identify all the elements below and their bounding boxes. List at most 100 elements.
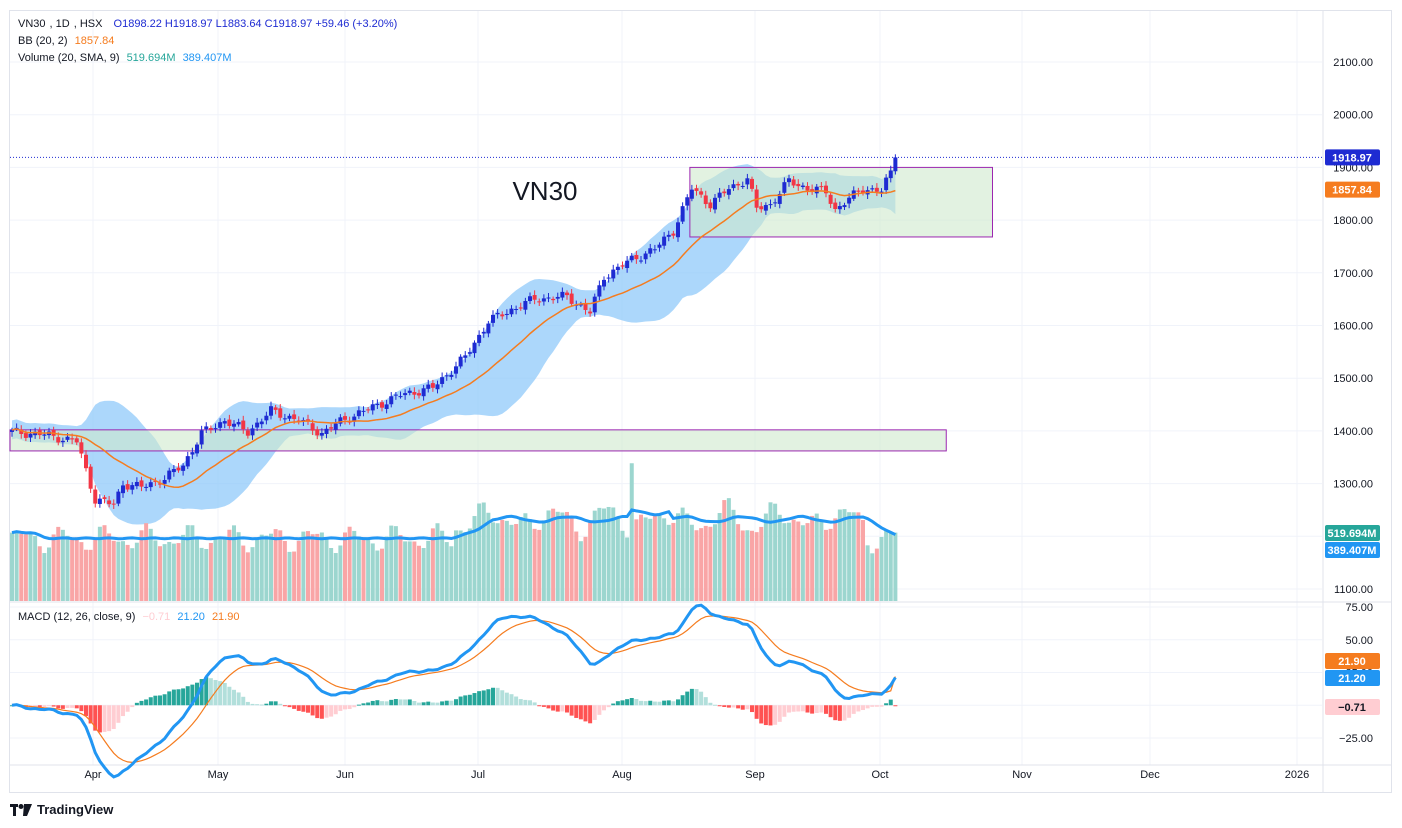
macd-histogram-bar [278,703,283,706]
volume-bar [278,530,283,601]
volume-legend[interactable]: Volume (20, SMA, 9) 519.694M 389.407M [18,51,236,66]
candle-body [805,185,810,191]
macd-axis-tick: 75.00 [1345,602,1373,614]
volume-bar [356,536,361,601]
macd-legend[interactable]: MACD (12, 26, close, 9) −0.71 21.20 21.9… [18,610,243,625]
candle-body [269,406,273,416]
candle-body [606,277,611,279]
chart-frame[interactable] [9,10,1392,793]
volume-bar [500,519,505,601]
bb-legend[interactable]: BB (20, 2) 1857.84 [18,34,118,49]
volume-bar [837,509,842,601]
volume-bar [851,512,856,601]
volume-bar [458,530,463,601]
candle-body [227,419,232,427]
macd-histogram-bar [107,705,112,732]
volume-bar [162,544,167,601]
volume-bar [190,525,195,601]
macd-histogram-bar [148,697,153,706]
macd-histogram-bar [726,705,731,708]
candle-body [463,355,468,358]
candle-body [148,482,153,488]
candle-body [458,356,463,367]
candle-body [79,442,84,454]
candle-body [731,184,736,189]
price-axis-tick: 1400.00 [1333,426,1373,438]
volume-bar [245,552,250,601]
candle-body [329,427,334,429]
macd-histogram-bar [657,701,662,706]
volume-bar [324,537,329,601]
macd-histogram-bar [338,705,343,711]
volume-bar [504,520,509,601]
macd-histogram-bar [546,705,551,709]
macd-histogram-bar [777,705,782,722]
candle-body [551,298,556,301]
volume-bar [481,502,486,601]
volume-bar [333,553,338,601]
macd-signal-badge-bg [1325,653,1380,669]
volume-bar [824,529,828,601]
candle-body [787,178,791,183]
volume-bar [555,511,560,601]
macd-histogram-bar [111,705,116,729]
macd-histogram-bar [139,700,144,706]
macd-histogram-bar [375,700,380,706]
macd-histogram-bar [504,692,509,706]
volume-bar [569,518,574,601]
candle-body [861,190,865,193]
macd-histogram-bar [426,701,431,706]
candle-body [828,194,833,204]
macd-histogram-bar [888,699,893,706]
candle-body [222,421,227,424]
volume-bar [620,530,625,601]
symbol-label[interactable]: VN30, 1D, HSX [18,18,103,30]
candle-body [116,491,121,504]
macd-histogram-bar [736,705,741,709]
macd-histogram-bar [611,703,616,706]
candle-body [629,255,634,261]
candle-body [648,248,653,254]
candle-body [588,311,593,314]
macd-histogram-bar [121,705,125,717]
macd-histogram-bar [689,688,694,706]
candle-body [171,469,176,473]
macd-line [11,603,897,779]
candle-body [578,304,583,306]
volume-bar [819,520,824,601]
volume-bar [42,553,47,601]
candle-body [417,393,421,396]
macd-histogram-bar [768,705,773,726]
candle-body [241,420,246,430]
candle-body [139,480,144,487]
volume-bar [111,540,116,601]
macd-histogram-bar [634,699,639,706]
tradingview-logo[interactable]: TradingView [10,802,113,817]
support-zone-1 [9,429,947,452]
volume-bar [689,524,694,601]
candle-body [195,444,199,454]
candle-body [546,297,551,299]
volume-bar [232,525,236,601]
volume-bar [393,526,398,601]
volume-bar [199,547,204,601]
candle-body [768,204,773,206]
candle-body [375,403,380,406]
volume-bar [495,523,500,601]
volume-bar [602,508,606,601]
volume-sma-line [11,508,897,541]
macd-histogram-bar [606,705,611,708]
candle-body [403,393,408,396]
candle-body [315,429,320,436]
volume-bar [259,534,264,601]
volume-bar [315,533,320,601]
candle-body [592,296,597,313]
candle-body [435,384,440,390]
volume-bar [14,530,19,601]
volume-bar [84,549,88,601]
candle-body [680,206,685,222]
candle-body [745,178,750,185]
candle-body [495,312,500,315]
volume-bar [361,537,366,601]
